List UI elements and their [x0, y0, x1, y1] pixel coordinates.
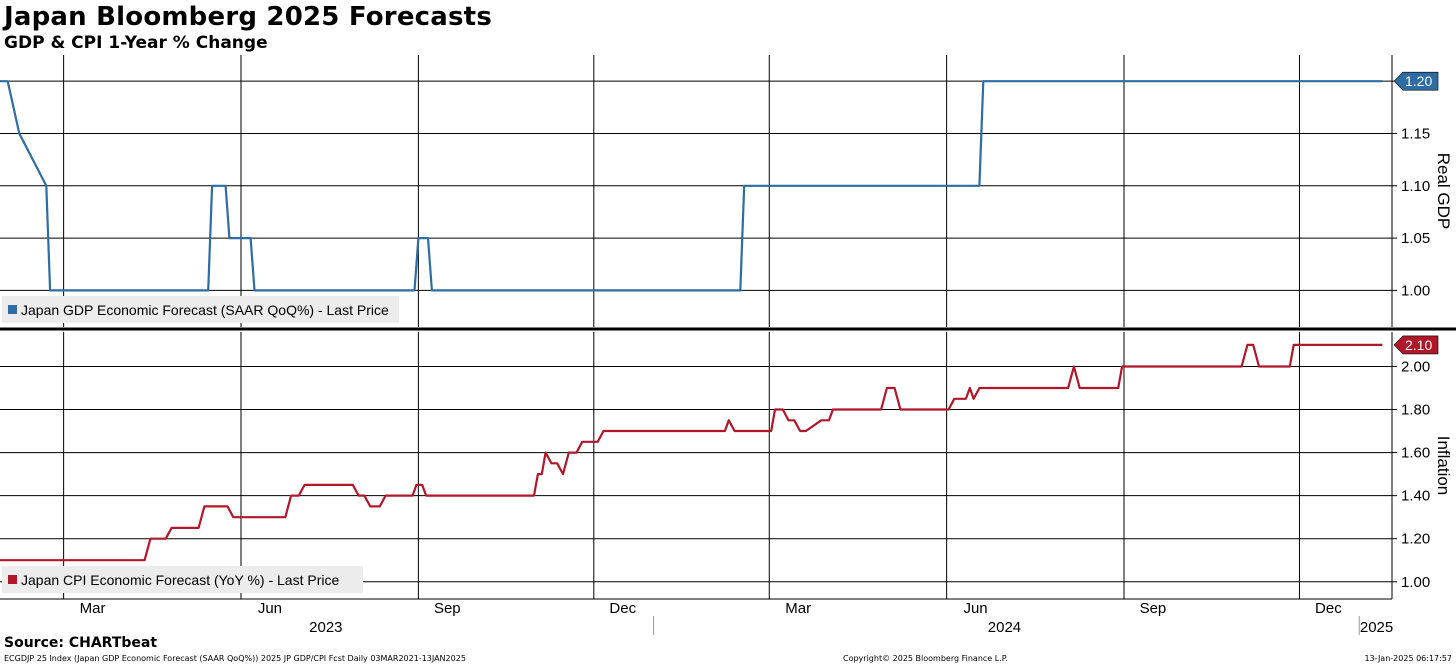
y-tick-label: 1.10	[1401, 178, 1430, 195]
gdp-series-line	[0, 80, 1383, 292]
y-tick-label: 2.00	[1401, 358, 1430, 375]
x-month-label: Sep	[434, 600, 461, 617]
footer-timestamp: 13-Jan-2025 06:17:57	[1364, 654, 1452, 663]
footer-index-info: ECGDJP 25 Index (Japan GDP Economic Fore…	[4, 654, 466, 663]
legend-box	[2, 566, 363, 593]
y-axis-title: Inflation	[1434, 436, 1453, 496]
last-value-flag	[1393, 71, 1439, 91]
x-month-label: Dec	[1315, 600, 1342, 617]
y-axis-title: Real GDP	[1434, 153, 1453, 230]
y-tick-label: 1.40	[1401, 488, 1430, 505]
last-value-label: 2.10	[1405, 337, 1432, 353]
chart-subtitle: GDP & CPI 1-Year % Change	[4, 33, 268, 53]
y-tick-label: 1.05	[1401, 230, 1430, 247]
x-month-label: Dec	[609, 600, 636, 617]
legend-label: Japan GDP Economic Forecast (SAAR QoQ%) …	[21, 302, 389, 318]
cpi-panel: 1.00 1.20 1.40 1.60 1.80 2.00 2.10 Inflation Jap…	[0, 332, 1453, 599]
chart-title: Japan Bloomberg 2025 Forecasts	[4, 2, 492, 32]
legend-box	[2, 296, 399, 323]
legend-label: Japan CPI Economic Forecast (YoY %) - La…	[21, 572, 339, 588]
x-month-label: Mar	[785, 600, 811, 617]
footer-copyright: Copyright© 2025 Bloomberg Finance L.P.	[843, 654, 1008, 663]
y-tick-label: 1.15	[1401, 125, 1430, 142]
y-tick-label: 1.20	[1401, 531, 1430, 548]
cpi-series-line	[0, 343, 1383, 562]
last-value-flag	[1393, 335, 1439, 355]
y-tick-label: 1.60	[1401, 445, 1430, 462]
x-year-label: 2024	[988, 619, 1021, 636]
legend-swatch	[8, 575, 17, 584]
x-year-label: 2025	[1360, 619, 1393, 636]
legend-swatch	[8, 305, 17, 314]
y-tick-label: 1.00	[1401, 282, 1430, 299]
last-value-label: 1.20	[1405, 73, 1432, 89]
x-month-label: Mar	[80, 600, 106, 617]
x-year-label: 2023	[309, 619, 342, 636]
x-month-label: Jun	[258, 600, 282, 617]
x-month-label: Jun	[963, 600, 987, 617]
y-tick-label: 1.00	[1401, 574, 1430, 591]
y-tick-label: 1.80	[1401, 402, 1430, 419]
source-note: Source: CHARTbeat	[4, 635, 158, 651]
x-month-label: Sep	[1140, 600, 1167, 617]
